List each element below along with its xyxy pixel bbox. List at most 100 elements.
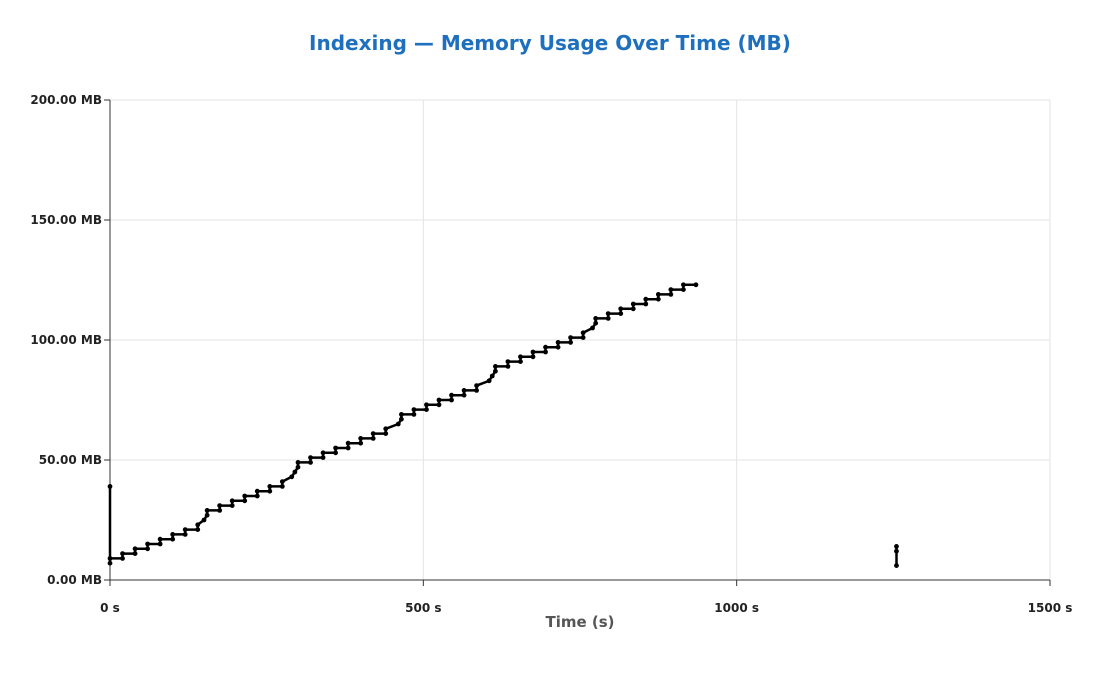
data-point: [182, 527, 188, 532]
data-point: [493, 368, 498, 374]
data-point: [295, 460, 301, 465]
data-point: [489, 373, 495, 379]
data-point: [436, 402, 442, 408]
data-point: [204, 508, 210, 513]
data-point: [605, 311, 611, 316]
data-point: [618, 306, 624, 312]
data-point: [399, 416, 404, 422]
data-point: [132, 551, 138, 556]
data-point: [668, 292, 674, 297]
data-point: [383, 431, 389, 436]
data-point: [894, 548, 899, 554]
x-tick-label: 500 s: [405, 601, 441, 615]
data-point: [107, 484, 113, 489]
data-point: [279, 479, 285, 484]
y-tick-label: 0.00 MB: [47, 573, 102, 587]
x-tick-label: 1000 s: [714, 601, 759, 615]
data-point: [370, 431, 376, 436]
data-point: [345, 440, 351, 446]
data-point: [267, 484, 273, 489]
data-point: [254, 488, 260, 494]
data-point: [358, 440, 364, 446]
data-point: [590, 325, 595, 331]
series-memory: [107, 282, 899, 568]
data-point: [395, 421, 401, 427]
data-point: [217, 508, 223, 513]
data-point: [593, 316, 599, 321]
data-point: [157, 541, 163, 547]
data-point: [383, 426, 389, 432]
data-point: [555, 340, 561, 345]
data-point: [157, 536, 163, 542]
data-point: [145, 546, 151, 552]
data-point: [120, 551, 125, 556]
tick-labels: 0.00 MB 50.00 MB 100.00 MB 150.00 MB 200.00 …: [30, 93, 1072, 615]
y-tick-label: 100.00 MB: [30, 333, 102, 347]
data-point: [292, 469, 298, 475]
data-point: [195, 527, 201, 532]
data-point: [358, 436, 364, 441]
data-point: [630, 306, 636, 312]
data-point: [279, 484, 285, 489]
data-point: [308, 455, 313, 460]
data-point: [894, 563, 899, 568]
data-point: [681, 287, 686, 292]
y-tick-label: 200.00 MB: [30, 93, 102, 107]
data-point: [668, 287, 674, 292]
data-point: [486, 378, 492, 384]
data-point: [170, 532, 176, 537]
data-point: [530, 354, 536, 360]
data-point: [320, 455, 326, 460]
data-point: [229, 503, 235, 508]
data-point: [593, 320, 599, 326]
data-point: [543, 349, 548, 355]
data-point: [493, 364, 498, 369]
data-point: [461, 392, 467, 398]
data-point: [424, 402, 429, 408]
data-point: [411, 412, 417, 417]
data-point: [308, 460, 313, 465]
data-point: [518, 354, 523, 360]
data-point: [555, 344, 561, 350]
grid-lines: [109, 99, 1051, 581]
data-point: [242, 493, 248, 499]
data-point: [655, 292, 661, 297]
data-point: [474, 388, 479, 393]
data-point: [643, 296, 649, 302]
data-point: [681, 282, 686, 288]
data-point: [333, 450, 338, 456]
data-point: [399, 412, 404, 417]
data-point: [170, 536, 176, 542]
y-tick-label: 150.00 MB: [30, 213, 102, 227]
data-point: [289, 474, 295, 480]
data-point: [618, 311, 624, 316]
data-point: [894, 544, 899, 549]
x-axis-title: Time (s): [545, 613, 614, 631]
data-point: [411, 407, 417, 412]
chart-title: Indexing — Memory Usage Over Time (MB): [309, 31, 791, 55]
data-point: [518, 359, 523, 364]
data-point: [436, 397, 442, 403]
data-point: [132, 546, 138, 552]
data-point: [267, 488, 273, 494]
data-point: [424, 407, 429, 412]
data-point: [201, 517, 207, 523]
data-point: [370, 436, 376, 441]
data-point: [568, 340, 573, 345]
data-point: [461, 388, 467, 393]
data-point: [107, 556, 113, 561]
data-point: [530, 349, 536, 355]
data-point: [320, 450, 326, 456]
data-point: [217, 503, 223, 508]
data-point: [107, 560, 113, 566]
data-point: [333, 445, 338, 451]
data-point: [449, 392, 454, 398]
data-point: [580, 330, 586, 336]
axes: [104, 99, 1051, 586]
series-line: [108, 283, 696, 565]
data-point: [195, 522, 201, 528]
data-point: [505, 364, 511, 369]
data-point: [120, 556, 125, 561]
data-point: [449, 397, 454, 403]
